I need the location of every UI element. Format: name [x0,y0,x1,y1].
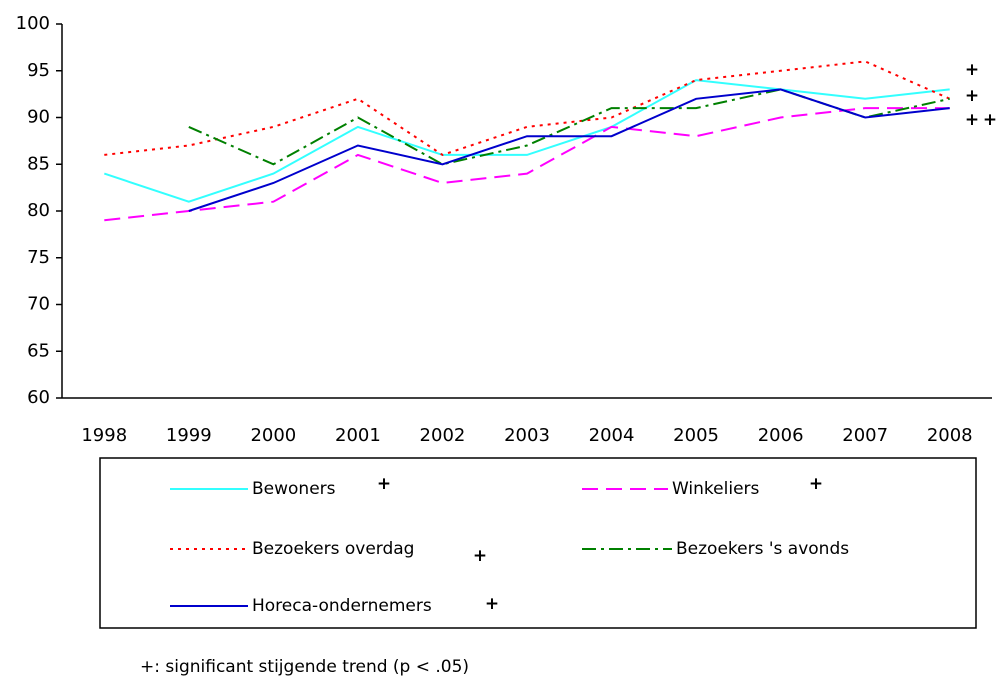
series-line [104,107,950,222]
legend-trend-marker: + [485,594,499,614]
x-tick-label: 2007 [842,425,888,446]
x-tick-label: 2002 [420,425,466,446]
legend-label: Bezoekers overdag [252,539,414,559]
footnote: +: significant stijgende trend (p < .05) [140,657,469,677]
legend-label: Horeca-ondernemers [252,596,432,616]
legend-label: Bezoekers 's avonds [676,539,849,559]
x-tick-label: 1999 [166,425,212,446]
legend-trend-marker: + [377,474,391,494]
x-tick-label: 2001 [335,425,381,446]
x-tick-label: 1998 [81,425,127,446]
legend-trend-marker: + [473,546,487,566]
x-tick-label: 2008 [927,425,973,446]
trend-marker: + [965,60,979,80]
trend-marker: + [965,86,979,106]
series-line [103,79,950,203]
trend-marker: + [965,110,979,130]
trend-marker: + [983,110,996,130]
y-tick-label: 65 [27,340,50,361]
x-tick-label: 2006 [758,425,804,446]
series-line [104,60,951,157]
series-line [188,88,950,212]
y-tick-label: 60 [27,387,50,408]
x-tick-label: 2004 [589,425,635,446]
x-tick-label: 2003 [504,425,550,446]
legend-box [99,457,977,629]
y-tick-label: 85 [27,153,50,174]
y-tick-label: 95 [27,60,50,81]
legend-label: Winkeliers [672,479,760,499]
legend-trend-marker: + [809,474,823,494]
x-tick-label: 2005 [673,425,719,446]
y-tick-label: 75 [27,247,50,268]
y-tick-label: 90 [27,107,50,128]
y-tick-label: 70 [27,294,50,315]
y-tick-label: 100 [16,13,50,34]
y-tick-label: 80 [27,200,50,221]
series-line [188,88,950,166]
legend-label: Bewoners [252,479,336,499]
x-tick-label: 2000 [250,425,296,446]
